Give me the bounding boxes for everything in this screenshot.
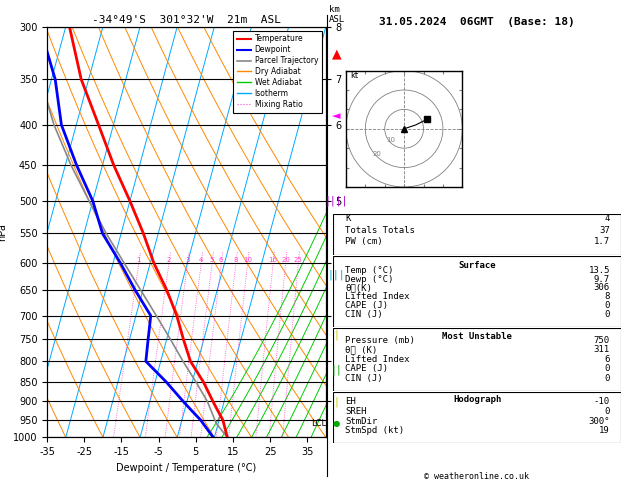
Text: 13.5: 13.5 — [588, 266, 610, 275]
Text: 31.05.2024  06GMT  (Base: 18): 31.05.2024 06GMT (Base: 18) — [379, 17, 574, 27]
Text: 1.7: 1.7 — [594, 237, 610, 246]
Text: 16: 16 — [269, 257, 277, 263]
Text: θᴄ(K): θᴄ(K) — [345, 283, 372, 293]
Text: 20: 20 — [372, 151, 381, 157]
Text: -10: -10 — [594, 398, 610, 406]
Text: 37: 37 — [599, 226, 610, 235]
Text: 9.7: 9.7 — [594, 275, 610, 283]
Text: θᴄ (K): θᴄ (K) — [345, 345, 377, 354]
Text: 0: 0 — [604, 407, 610, 416]
Text: CAPE (J): CAPE (J) — [345, 301, 388, 310]
Text: Dewp (°C): Dewp (°C) — [345, 275, 393, 283]
Text: 6: 6 — [219, 257, 223, 263]
Text: Most Unstable: Most Unstable — [442, 332, 513, 341]
Text: ||: || — [331, 364, 342, 375]
Text: K: K — [345, 214, 350, 223]
Text: 4: 4 — [604, 214, 610, 223]
Text: SREH: SREH — [345, 407, 367, 416]
Text: StmSpd (kt): StmSpd (kt) — [345, 426, 404, 435]
Text: Totals Totals: Totals Totals — [345, 226, 415, 235]
Text: 25: 25 — [294, 257, 303, 263]
Text: 6: 6 — [604, 355, 610, 364]
Text: 5: 5 — [210, 257, 214, 263]
Text: 0: 0 — [604, 310, 610, 319]
Text: ◄: ◄ — [332, 111, 341, 121]
Text: CAPE (J): CAPE (J) — [345, 364, 388, 373]
Text: Lifted Index: Lifted Index — [345, 292, 409, 301]
Text: EH: EH — [345, 398, 355, 406]
Text: Temp (°C): Temp (°C) — [345, 266, 393, 275]
Text: PW (cm): PW (cm) — [345, 237, 382, 246]
Text: CIN (J): CIN (J) — [345, 310, 382, 319]
Text: 10: 10 — [243, 257, 252, 263]
Text: © weatheronline.co.uk: © weatheronline.co.uk — [424, 472, 529, 481]
FancyBboxPatch shape — [333, 256, 621, 327]
Text: 306: 306 — [594, 283, 610, 293]
Y-axis label: hPa: hPa — [0, 223, 8, 241]
Text: 19: 19 — [599, 426, 610, 435]
FancyBboxPatch shape — [333, 328, 621, 391]
Text: CIN (J): CIN (J) — [345, 374, 382, 382]
FancyBboxPatch shape — [333, 214, 621, 255]
Text: 750: 750 — [594, 336, 610, 345]
Text: |: | — [333, 330, 340, 340]
Text: 0: 0 — [604, 374, 610, 382]
Text: ||||: |||| — [325, 196, 348, 206]
Text: Hodograph: Hodograph — [454, 395, 501, 404]
Text: 0: 0 — [604, 364, 610, 373]
Text: 4: 4 — [199, 257, 203, 263]
Text: 8: 8 — [604, 292, 610, 301]
Text: |: | — [333, 396, 340, 407]
FancyBboxPatch shape — [333, 392, 621, 443]
Title: -34°49'S  301°32'W  21m  ASL: -34°49'S 301°32'W 21m ASL — [92, 15, 281, 25]
Text: km
ASL: km ASL — [329, 5, 345, 24]
Text: LCL: LCL — [311, 419, 326, 428]
Text: 311: 311 — [594, 345, 610, 354]
Text: Surface: Surface — [459, 261, 496, 270]
Text: 2: 2 — [167, 257, 171, 263]
Text: 1: 1 — [136, 257, 141, 263]
Text: 0: 0 — [604, 301, 610, 310]
Text: ●: ● — [333, 419, 340, 428]
Text: 3: 3 — [186, 257, 190, 263]
Text: 10: 10 — [386, 138, 395, 143]
Text: 20: 20 — [281, 257, 290, 263]
Text: |||: ||| — [328, 269, 345, 279]
Text: ▲: ▲ — [331, 48, 342, 61]
Text: 8: 8 — [234, 257, 238, 263]
Text: Lifted Index: Lifted Index — [345, 355, 409, 364]
X-axis label: Dewpoint / Temperature (°C): Dewpoint / Temperature (°C) — [116, 463, 257, 473]
Legend: Temperature, Dewpoint, Parcel Trajectory, Dry Adiabat, Wet Adiabat, Isotherm, Mi: Temperature, Dewpoint, Parcel Trajectory… — [233, 31, 322, 113]
Text: 300°: 300° — [588, 417, 610, 426]
Text: kt: kt — [350, 71, 358, 80]
Text: Pressure (mb): Pressure (mb) — [345, 336, 415, 345]
Text: StmDir: StmDir — [345, 417, 377, 426]
